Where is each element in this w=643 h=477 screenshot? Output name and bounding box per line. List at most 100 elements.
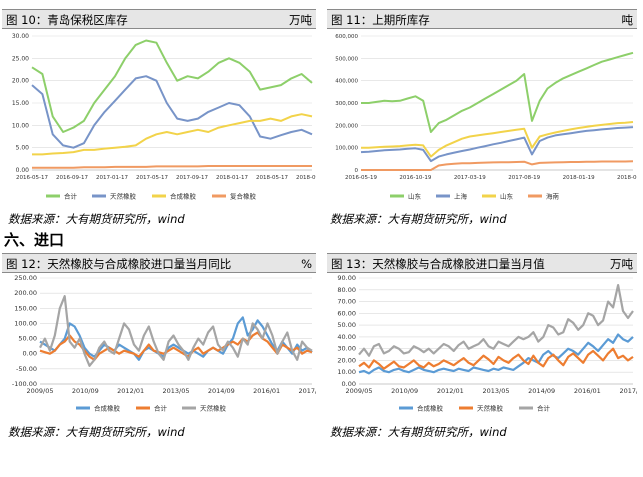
legend-label: 天然橡胶	[110, 192, 137, 201]
x-tick-label: 2018-09-17	[296, 175, 316, 181]
legend-label: 天然橡胶	[200, 404, 227, 413]
x-tick-label: 2017/05	[298, 387, 316, 395]
legend-label: 复合橡胶	[230, 192, 257, 201]
y-tick-label: 30.00	[337, 345, 356, 353]
fig10-chart: 0.00 5.00 10.00 15.00 20.00 25.00 30.00 2016-05…	[12, 33, 316, 201]
fig12-header: 图 12：天然橡胶与合成橡胶进口量当月同比 %	[2, 253, 316, 273]
fig10-header: 图 10：青岛保税区库存 万吨	[2, 9, 316, 29]
y-tick-label: 90.00	[337, 274, 356, 282]
y-tick-label: 500,000	[335, 56, 358, 62]
fig11-title: 图 11：上期所库存	[331, 13, 430, 27]
series-line-2	[32, 113, 313, 156]
series-line-1	[360, 126, 634, 163]
y-tick-label: 25.00	[12, 55, 29, 62]
x-tick-label: 2010/09	[391, 387, 418, 395]
y-tick-label: 5.00	[16, 145, 30, 152]
fig13-header: 图 13：天然橡胶与合成橡胶进口量当月值 万吨	[327, 253, 637, 273]
x-tick-label: 2017-01-17	[96, 175, 128, 181]
y-tick-label: 40.00	[337, 333, 356, 341]
x-tick-label: 2012/01	[437, 387, 464, 395]
y-tick-label: 400,000	[335, 79, 358, 85]
series-line-3	[32, 165, 312, 169]
fig11-unit: 吨	[621, 13, 634, 27]
x-tick-label: 2010/09	[72, 387, 99, 395]
fig12-unit: %	[301, 257, 312, 271]
series-line-0	[39, 316, 313, 361]
series-line-0	[31, 39, 313, 133]
x-tick-label: 2016-05-17	[16, 175, 48, 181]
series-line-2	[39, 295, 313, 367]
y-tick-label: 50.00	[18, 335, 37, 343]
y-tick-label: 300,000	[335, 101, 358, 107]
y-tick-label: 100,000	[335, 146, 358, 152]
series-line-1	[31, 75, 313, 149]
y-tick-label: 70.00	[337, 298, 356, 306]
legend-label: 合计	[64, 192, 78, 201]
y-tick-label: 200,000	[335, 123, 358, 129]
x-tick-label: 2016-10-19	[399, 175, 431, 181]
x-tick-label: 2009/05	[26, 387, 53, 395]
series-line-0	[361, 51, 634, 133]
x-tick-label: 2017-05-17	[136, 175, 168, 181]
legend-label: 上海	[454, 192, 468, 201]
fig11-header: 图 11：上期所库存 吨	[327, 9, 637, 29]
fig10-source: 数据来源：大有期货研究所，wind	[8, 212, 185, 226]
legend-label: 山东	[500, 192, 514, 201]
fig13-chart: 0.00 10.00 20.00 30.00 40.00 50.00 60.00 70.00 8…	[337, 274, 637, 413]
fig13-unit: 万吨	[610, 257, 633, 271]
y-tick-label: 60.00	[337, 309, 356, 317]
x-tick-label: 2017-03-19	[454, 175, 486, 181]
legend-label: 天然橡胶	[477, 404, 504, 413]
y-tick-label: 0.00	[23, 350, 37, 358]
y-tick-label: 0	[355, 168, 359, 174]
y-tick-label: 15.00	[12, 100, 29, 107]
y-tick-label: -100.00	[12, 380, 37, 388]
x-tick-label: 2017-08-19	[508, 175, 540, 181]
x-tick-label: 2018-01-19	[563, 175, 595, 181]
x-tick-label: 2014/09	[528, 387, 555, 395]
legend-label: 山东	[408, 192, 422, 201]
fig13-title: 图 13：天然橡胶与合成橡胶进口量当月值	[331, 257, 545, 271]
series-line-3	[361, 160, 634, 171]
x-tick-label: 2016-05-19	[345, 175, 377, 181]
fig10-unit: 万吨	[289, 13, 312, 27]
x-tick-label: 2018-06-19	[617, 175, 637, 181]
legend-label: 合成橡胶	[417, 404, 444, 413]
x-tick-label: 2012/01	[117, 387, 144, 395]
x-tick-label: 2009/05	[345, 387, 372, 395]
y-tick-label: 150.00	[14, 304, 37, 312]
legend-label: 合计	[537, 404, 551, 413]
x-tick-label: 2017/05	[619, 387, 637, 395]
x-tick-label: 2013/05	[162, 387, 189, 395]
series-line-1	[358, 347, 634, 370]
y-tick-label: 30.00	[12, 33, 29, 40]
section-heading: 六、进口	[4, 231, 65, 249]
y-tick-label: 50.00	[337, 321, 356, 329]
y-tick-label: 200.00	[14, 289, 37, 297]
x-tick-label: 2014/09	[208, 387, 235, 395]
fig11-source: 数据来源：大有期货研究所，wind	[330, 212, 507, 226]
x-tick-label: 2018-01-17	[216, 175, 248, 181]
fig13-source: 数据来源：大有期货研究所，wind	[330, 425, 507, 439]
y-tick-label: 20.00	[12, 78, 29, 85]
y-tick-label: 250.00	[14, 274, 37, 282]
y-tick-label: -50.00	[16, 365, 37, 373]
legend-label: 海南	[546, 192, 560, 201]
fig12-title: 图 12：天然橡胶与合成橡胶进口量当月同比	[6, 257, 232, 271]
x-tick-label: 2016/01	[253, 387, 280, 395]
y-tick-label: 100.00	[14, 319, 37, 327]
x-tick-label: 2013/05	[482, 387, 509, 395]
legend-label: 合成橡胶	[94, 404, 121, 413]
y-tick-label: 0.00	[342, 380, 356, 388]
x-tick-label: 2018-05-17	[256, 175, 288, 181]
series-line-1	[39, 331, 313, 361]
y-tick-label: 80.00	[337, 286, 356, 294]
series-line-0	[358, 333, 634, 375]
x-tick-label: 2017-09-17	[176, 175, 208, 181]
x-tick-label: 2016-09-17	[56, 175, 88, 181]
y-tick-label: 10.00	[12, 122, 29, 129]
fig11-chart: 0 100,000 200,000 300,000 400,000 500,000 600,…	[335, 34, 637, 201]
fig12-chart: -100.00 -50.00 0.00 50.00 100.00 150.00 200.00…	[12, 274, 316, 413]
fig10-title: 图 10：青岛保税区库存	[6, 13, 128, 27]
y-tick-label: 0.00	[16, 167, 30, 174]
